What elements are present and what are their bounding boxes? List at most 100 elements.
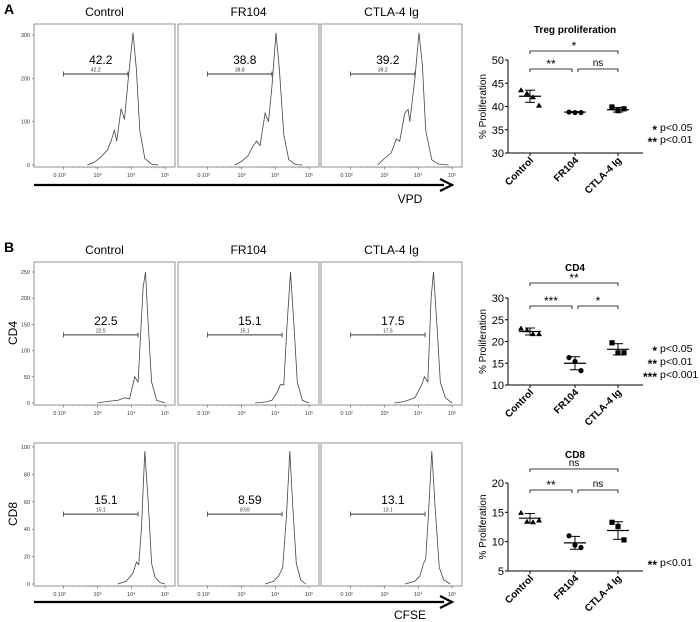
- y-tick-label: 10: [492, 380, 504, 392]
- chart-title: CD4: [565, 263, 585, 274]
- gate-percentage-small: 13.1: [383, 508, 393, 514]
- y-tick-label: 300: [21, 33, 30, 39]
- category-label: CTLA-4 Ig: [583, 573, 624, 614]
- significance-bracket: [577, 68, 619, 72]
- category-label: CTLA-4 Ig: [583, 155, 624, 196]
- x-tick-label: 10³: [237, 173, 245, 179]
- x-tick-label: 10⁴: [414, 591, 423, 598]
- x-tick-label: 10⁵: [305, 410, 313, 417]
- data-point-circle: [566, 109, 572, 115]
- data-point-triangle: [524, 90, 530, 96]
- group-0: [518, 325, 542, 337]
- y-tick-label: 50: [492, 55, 504, 67]
- x-tick-label: 10³: [380, 592, 388, 598]
- y-tick-label: 200: [21, 76, 30, 82]
- x-tick-label: 10⁵: [161, 410, 169, 417]
- arrow-head-icon: [439, 595, 455, 609]
- significance-label: **: [569, 271, 579, 285]
- gate-percentage: 13.1: [381, 493, 405, 507]
- x-tick-label: 10⁴: [271, 591, 280, 598]
- category-label: Control: [503, 573, 536, 606]
- significance-bracket: [577, 489, 619, 493]
- significance-label: ***: [544, 294, 558, 308]
- data-point-square: [615, 108, 621, 114]
- chart-title: CD8: [565, 450, 585, 461]
- data-point-circle: [578, 544, 584, 551]
- histogram-curve: [264, 451, 306, 585]
- gate-percentage-small: 38.8: [235, 68, 245, 74]
- significance-label: **: [546, 57, 556, 71]
- significance-bracket: [529, 489, 573, 493]
- panel-label-b: B: [4, 239, 14, 255]
- legend-p-value: p<0.05: [660, 122, 693, 134]
- significance-bracket: [577, 305, 619, 309]
- y-tick-label: 5: [498, 566, 504, 578]
- x-tick-label: 10⁴: [414, 410, 423, 417]
- sample-title: FR104: [230, 5, 266, 19]
- data-point-triangle: [530, 519, 536, 525]
- group-1: [564, 533, 586, 551]
- histogram-curve: [394, 271, 453, 404]
- gate-percentage-small: 8.59: [240, 508, 250, 514]
- data-point-circle: [572, 109, 578, 116]
- data-point-triangle: [536, 102, 542, 108]
- x-axis-label: VPD: [398, 192, 423, 206]
- data-point-square: [609, 340, 615, 346]
- group-1: [564, 109, 586, 116]
- data-point-triangle: [530, 331, 536, 337]
- legend-p-value: p<0.05: [660, 343, 693, 355]
- gate-marker: [350, 332, 426, 338]
- gate-marker: [350, 511, 426, 517]
- data-point-circle: [572, 542, 578, 548]
- significance-bracket: [529, 468, 619, 472]
- x-axis-label: CFSE: [394, 608, 426, 622]
- arrow-head-icon: [439, 178, 455, 192]
- histogram-curve: [404, 451, 451, 585]
- sample-title: Control: [85, 5, 124, 19]
- data-point-triangle: [536, 517, 542, 523]
- significance-bracket: [529, 305, 573, 309]
- x-tick-label: 10⁵: [161, 591, 169, 598]
- sample-title: CTLA-4 Ig: [364, 5, 419, 19]
- group-2: [607, 104, 629, 114]
- y-tick-label: 30: [492, 293, 504, 305]
- x-tick-label: 10⁵: [448, 172, 456, 179]
- x-tick-label: 10⁴: [414, 172, 423, 179]
- y-axis-label: CD8: [6, 502, 20, 526]
- histogram-frame: [320, 442, 463, 587]
- x-tick-label: 0 10²: [340, 173, 353, 179]
- significance-bracket: [529, 68, 573, 72]
- data-point-circle: [578, 109, 584, 116]
- y-axis-label: % Proliferation: [478, 309, 489, 374]
- y-tick-label: 0: [27, 401, 30, 407]
- significance-label: *: [596, 294, 601, 308]
- y-axis-label: CD4: [6, 321, 20, 345]
- gate-percentage: 39.2: [376, 53, 400, 67]
- gate-percentage-small: 17.5: [383, 328, 393, 334]
- gate-percentage: 15.1: [94, 493, 118, 507]
- data-point-circle: [566, 354, 572, 361]
- gate-marker: [207, 71, 273, 77]
- x-tick-label: 10⁴: [127, 591, 136, 598]
- x-tick-label: 0 10²: [197, 592, 210, 598]
- x-tick-label: 0 10²: [340, 411, 353, 417]
- sample-title: FR104: [230, 243, 266, 257]
- histogram-curve: [117, 451, 166, 585]
- y-tick-label: 80: [24, 472, 30, 478]
- significance-label: **: [546, 478, 556, 492]
- y-tick-label: 40: [492, 102, 504, 114]
- legend-stars: **: [648, 558, 658, 572]
- histogram-curve: [377, 32, 449, 166]
- data-point-square: [609, 104, 615, 110]
- data-point-triangle: [518, 87, 524, 93]
- x-tick-label: 10⁴: [271, 410, 280, 417]
- histogram-frame: [177, 23, 320, 168]
- x-tick-label: 10³: [93, 411, 101, 417]
- legend-stars: *: [652, 344, 657, 358]
- y-tick-label: 10: [492, 537, 504, 549]
- gate-percentage-small: 15.1: [240, 328, 250, 334]
- legend-stars: **: [648, 357, 658, 371]
- histogram-frame: [33, 442, 176, 587]
- significance-label: ns: [593, 479, 604, 490]
